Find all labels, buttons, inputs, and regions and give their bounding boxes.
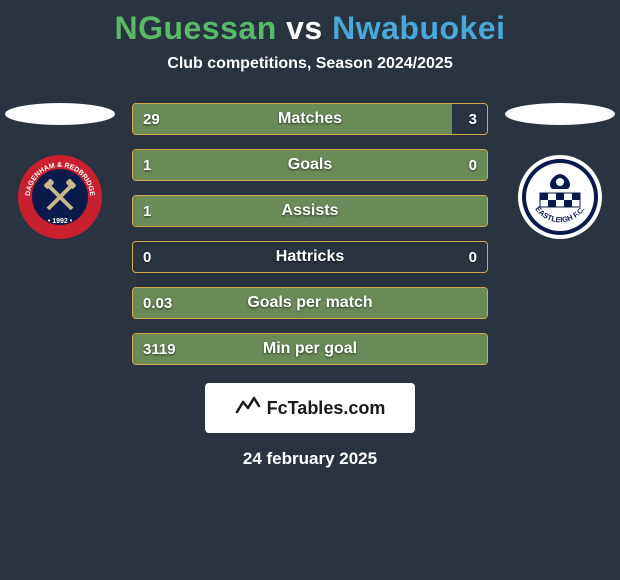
stat-right-value: 0 (469, 249, 487, 266)
stat-left-value: 1 (133, 203, 151, 220)
vs-text: vs (286, 10, 323, 46)
player1-name: NGuessan (114, 10, 276, 46)
stat-right-value: 0 (469, 157, 487, 174)
stat-bar: 0 Hattricks 0 (132, 241, 488, 273)
right-player-silhouette (505, 103, 615, 125)
subtitle: Club competitions, Season 2024/2025 (0, 55, 620, 73)
player2-name: Nwabuokei (332, 10, 505, 46)
branding-text: FcTables.com (267, 398, 386, 419)
left-player-silhouette (5, 103, 115, 125)
stat-label: Min per goal (263, 340, 357, 358)
svg-text:• 1992 •: • 1992 • (48, 218, 73, 225)
comparison-content: DAGENHAM & REDBRIDGE • 1992 • EASTLEIGH … (0, 103, 620, 469)
stat-bars: 29 Matches 3 1 Goals 0 1 Assists 0 Hattricks 0 0.03… (132, 103, 488, 365)
stat-right-value: 3 (469, 111, 487, 128)
stat-bar: 1 Goals 0 (132, 149, 488, 181)
stat-bar: 3119 Min per goal (132, 333, 488, 365)
stat-left-value: 0.03 (133, 295, 172, 312)
stat-left-value: 1 (133, 157, 151, 174)
stat-bar: 0.03 Goals per match (132, 287, 488, 319)
stat-label: Matches (278, 110, 342, 128)
branding-icon (235, 394, 261, 422)
stat-left-value: 29 (133, 111, 160, 128)
stat-label: Assists (282, 202, 339, 220)
left-club-crest: DAGENHAM & REDBRIDGE • 1992 • (18, 155, 102, 239)
stat-bar: 1 Assists (132, 195, 488, 227)
stat-left-value: 0 (133, 249, 151, 266)
stat-label: Hattricks (276, 248, 344, 266)
stat-left-value: 3119 (133, 341, 176, 358)
stat-label: Goals (288, 156, 332, 174)
branding-badge[interactable]: FcTables.com (205, 383, 415, 433)
date-text: 24 february 2025 (0, 449, 620, 469)
page-title: NGuessan vs Nwabuokei (0, 0, 620, 47)
right-club-crest: EASTLEIGH F.C. (518, 155, 602, 239)
stat-bar: 29 Matches 3 (132, 103, 488, 135)
stat-label: Goals per match (247, 294, 372, 312)
